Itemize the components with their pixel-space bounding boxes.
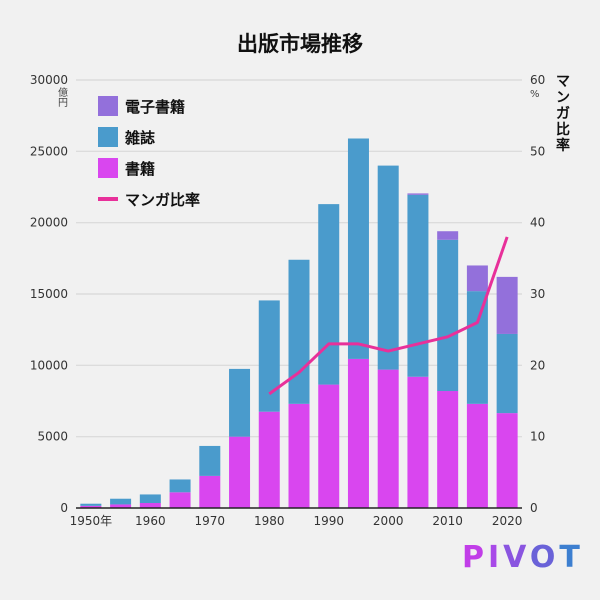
y2-unit-label: % (530, 89, 540, 100)
bar-書籍 (80, 505, 102, 508)
y2-axis-title: 率 (556, 137, 570, 154)
y2-tick-label: 60 (530, 73, 545, 87)
bar-書籍 (229, 436, 251, 508)
legend-swatch (98, 127, 118, 147)
y2-axis-title: 比 (556, 121, 570, 138)
bar-雑誌 (110, 498, 132, 505)
legend-label: マンガ比率 (125, 191, 200, 209)
bar-書籍 (110, 504, 132, 508)
bar-雑誌 (466, 291, 488, 404)
y2-tick-label: 10 (530, 430, 545, 444)
bar-書籍 (437, 391, 459, 508)
bar-雑誌 (288, 259, 310, 404)
y2-tick-label: 30 (530, 287, 545, 301)
x-tick-label: 1980 (254, 514, 285, 528)
bar-雑誌 (377, 165, 399, 370)
bar-書籍 (288, 403, 310, 508)
y2-axis-title: ガ (556, 106, 570, 122)
legend-label: 書籍 (125, 160, 155, 178)
y2-tick-label: 50 (530, 144, 545, 158)
bar-書籍 (139, 503, 161, 508)
bar-書籍 (377, 369, 399, 508)
bar-書籍 (258, 411, 280, 508)
y-tick-label: 15000 (30, 287, 68, 301)
bar-電子書籍 (496, 276, 518, 334)
y-tick-label: 30000 (30, 73, 68, 87)
x-tick-label: 2000 (373, 514, 404, 528)
bar-雑誌 (496, 333, 518, 414)
x-tick-label: 1960 (135, 514, 166, 528)
x-tick-label: 2010 (432, 514, 463, 528)
bar-雑誌 (258, 300, 280, 412)
x-tick-label: 2020 (492, 514, 523, 528)
y-tick-label: 5000 (37, 430, 68, 444)
y2-axis-title: マ (556, 74, 570, 90)
bar-書籍 (199, 475, 221, 508)
x-tick-label: 1990 (313, 514, 344, 528)
legend-swatch (98, 158, 118, 178)
x-tick-label: 1950年 (70, 514, 113, 528)
bar-雑誌 (347, 138, 369, 359)
legend-line-swatch (98, 197, 118, 201)
pivot-logo: PIVOT (462, 540, 584, 575)
y-unit-label: 億 (58, 86, 68, 99)
y-tick-label: 0 (60, 501, 68, 515)
bar-書籍 (347, 358, 369, 508)
bar-電子書籍 (437, 231, 459, 240)
legend-swatch (98, 96, 118, 116)
y-unit-label: 円 (58, 98, 68, 109)
bar-雑誌 (229, 368, 251, 437)
chart-title: 出版市場推移 (237, 32, 363, 56)
y-tick-label: 20000 (30, 216, 68, 230)
bar-雑誌 (80, 503, 102, 506)
bar-書籍 (318, 384, 340, 508)
y2-tick-label: 40 (530, 216, 545, 230)
bar-雑誌 (437, 239, 459, 392)
bar-書籍 (169, 492, 191, 508)
bar-書籍 (407, 376, 429, 508)
bar-書籍 (496, 413, 518, 508)
y2-tick-label: 0 (530, 501, 538, 515)
bar-雑誌 (169, 479, 191, 493)
bar-電子書籍 (407, 193, 429, 195)
bar-雑誌 (318, 204, 340, 385)
bar-雑誌 (199, 445, 221, 476)
legend-label: 電子書籍 (125, 98, 185, 116)
y-tick-label: 25000 (30, 144, 68, 158)
y-tick-label: 10000 (30, 358, 68, 372)
bar-雑誌 (407, 194, 429, 377)
bar-電子書籍 (466, 265, 488, 292)
bar-書籍 (466, 403, 488, 508)
y2-tick-label: 20 (530, 358, 545, 372)
y2-axis-title: ン (556, 90, 570, 106)
bar-雑誌 (139, 494, 161, 504)
legend-label: 雑誌 (124, 129, 155, 147)
x-tick-label: 1970 (195, 514, 226, 528)
